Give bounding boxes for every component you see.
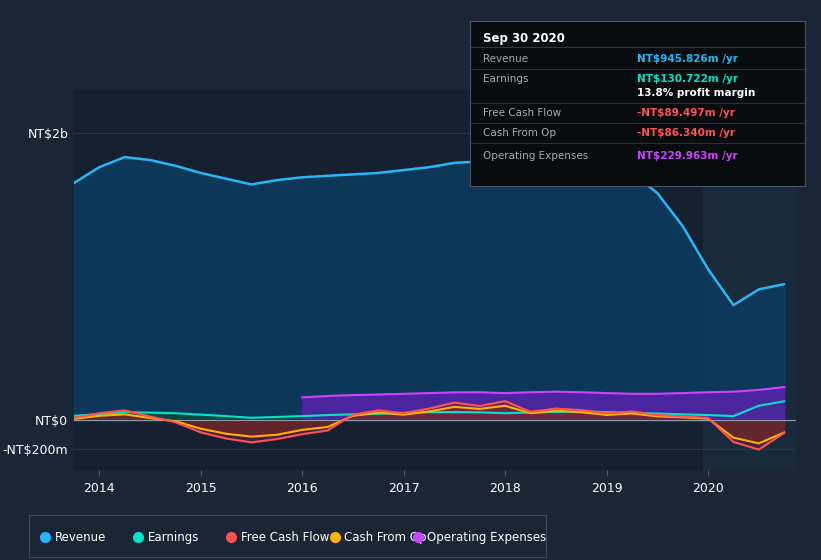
Text: NT$945.826m /yr: NT$945.826m /yr (637, 54, 738, 64)
Text: Sep 30 2020: Sep 30 2020 (483, 31, 565, 45)
Bar (703, 90, 821, 470)
Text: Free Cash Flow: Free Cash Flow (483, 108, 561, 118)
Text: Free Cash Flow: Free Cash Flow (241, 530, 329, 544)
Text: Operating Expenses: Operating Expenses (427, 530, 546, 544)
Text: NT$229.963m /yr: NT$229.963m /yr (637, 151, 738, 161)
Text: Revenue: Revenue (55, 530, 106, 544)
Text: Operating Expenses: Operating Expenses (483, 151, 589, 161)
Text: -NT$86.340m /yr: -NT$86.340m /yr (637, 128, 735, 138)
Text: Earnings: Earnings (148, 530, 199, 544)
Text: Cash From Op: Cash From Op (344, 530, 427, 544)
Text: 13.8% profit margin: 13.8% profit margin (637, 88, 755, 99)
Text: -NT$89.497m /yr: -NT$89.497m /yr (637, 108, 735, 118)
Text: Revenue: Revenue (483, 54, 528, 64)
Text: Cash From Op: Cash From Op (483, 128, 556, 138)
Text: Earnings: Earnings (483, 73, 529, 83)
Text: NT$130.722m /yr: NT$130.722m /yr (637, 73, 738, 83)
